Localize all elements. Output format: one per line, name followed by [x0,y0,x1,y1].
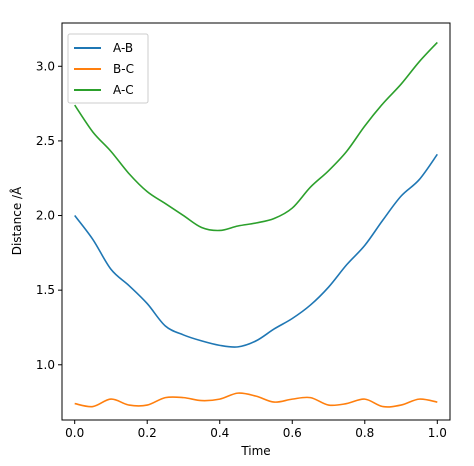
y-tick-label: 1.0 [36,358,55,372]
y-tick-label: 1.5 [36,283,55,297]
y-tick-label: 2.0 [36,209,55,223]
x-axis-ticks: 0.0 0.2 0.4 0.6 0.8 1.0 [65,420,447,440]
series-layer [74,41,438,408]
legend-label-b-c: B-C [113,62,134,76]
series-line-b-c [74,392,438,408]
y-axis-label: Distance /Å [9,186,24,255]
y-tick-label: 2.5 [36,134,55,148]
x-tick-label: 0.6 [283,426,302,440]
y-tick-label: 3.0 [36,59,55,73]
x-tick-label: 0.4 [210,426,229,440]
y-axis-ticks: 1.0 1.5 2.0 2.5 3.0 [36,59,62,372]
plot-frame [61,22,451,421]
x-tick-label: 0.8 [355,426,374,440]
legend-label-a-c: A-C [113,83,134,97]
x-tick-label: 0.0 [65,426,84,440]
x-tick-label: 0.2 [138,426,157,440]
series-line-a-b [74,153,438,348]
legend: A-B B-C A-C [67,33,149,104]
x-axis-label: Time [240,444,270,458]
x-tick-label: 1.0 [428,426,447,440]
legend-label-a-b: A-B [113,41,133,55]
legend-frame [67,33,149,104]
series-line-a-c [74,41,438,232]
